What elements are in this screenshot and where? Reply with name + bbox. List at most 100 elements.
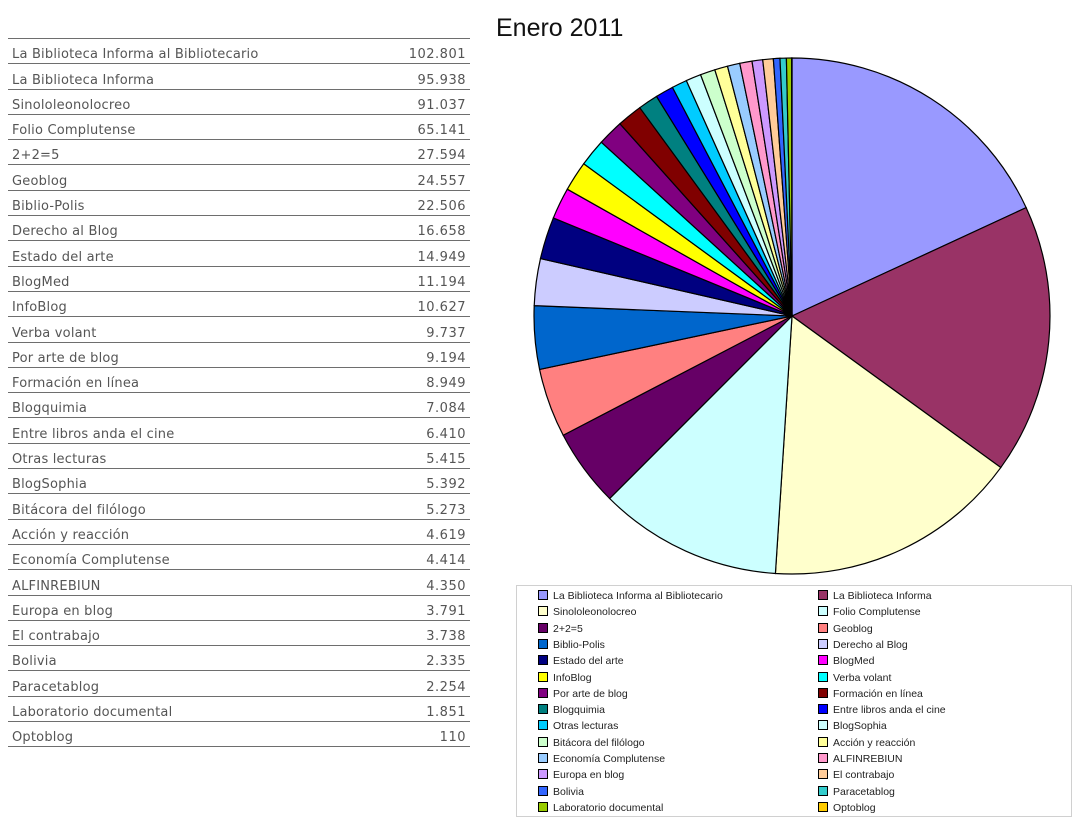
legend-item: Derecho al Blog	[818, 638, 908, 653]
legend-item: El contrabajo	[818, 768, 894, 783]
row-value: 24.557	[417, 173, 466, 189]
table-row: El contrabajo 3.738	[8, 621, 470, 647]
legend-item: Bitácora del filólogo	[538, 736, 645, 751]
table-row: La Biblioteca Informa al Bibliotecario 10…	[8, 38, 470, 65]
legend-swatch	[818, 785, 828, 796]
table-row: Formación en línea 8.949	[8, 368, 470, 394]
row-value: 102.801	[408, 47, 466, 63]
legend-label: Bitácora del filólogo	[553, 736, 645, 749]
legend-label: Entre libros anda el cine	[833, 704, 946, 717]
row-value: 5.415	[426, 452, 466, 468]
legend-label: Biblio-Polis	[553, 638, 605, 651]
table-row: ALFINREBIUN 4.350	[8, 570, 470, 596]
row-name: Europa en blog	[12, 603, 114, 619]
legend-label: 2+2=5	[553, 622, 583, 635]
legend-swatch	[538, 704, 548, 715]
legend-swatch	[538, 638, 548, 649]
row-value: 91.037	[417, 97, 466, 113]
legend-label: Acción y reacción	[833, 736, 916, 749]
row-name: Optoblog	[12, 730, 74, 746]
legend-swatch	[818, 736, 828, 747]
row-value: 9.194	[426, 350, 466, 366]
legend-item: Geoblog	[818, 622, 873, 637]
legend-swatch	[538, 687, 548, 698]
row-name: BlogSophia	[12, 477, 88, 493]
legend-item: Laboratorio documental	[538, 801, 663, 816]
legend-swatch	[818, 704, 828, 715]
pie-slice	[774, 314, 1002, 575]
legend-label: BlogMed	[833, 655, 875, 668]
pie-slice	[608, 314, 793, 575]
row-value: 10.627	[417, 300, 466, 316]
legend-swatch	[818, 590, 828, 600]
legend-swatch	[818, 687, 828, 698]
table-row: Geoblog 24.557	[8, 165, 470, 191]
row-value: 1.851	[426, 705, 466, 721]
row-value: 16.658	[417, 224, 466, 240]
legend-label: Geoblog	[833, 622, 873, 635]
legend-label: Por arte de blog	[553, 687, 628, 700]
legend-item: Verba volant	[818, 671, 891, 686]
legend-label: Estado del arte	[553, 655, 624, 668]
legend-label: Paracetablog	[833, 785, 895, 798]
row-value: 65.141	[417, 123, 466, 139]
legend-item: Europa en blog	[538, 768, 624, 783]
row-name: Otras lecturas	[12, 452, 107, 468]
legend-label: Sinololeonolocreo	[553, 606, 637, 619]
legend-label: Bolivia	[553, 785, 584, 798]
legend-item: 2+2=5	[538, 622, 583, 637]
legend-item: Acción y reacción	[818, 736, 915, 751]
legend-swatch	[538, 622, 548, 633]
row-name: Bitácora del filólogo	[12, 502, 146, 518]
row-value: 6.410	[426, 426, 466, 442]
row-name: Acción y reacción	[12, 527, 130, 543]
row-name: Entre libros anda el cine	[12, 426, 175, 442]
table-row: Por arte de blog 9.194	[8, 343, 470, 368]
legend-label: Europa en blog	[553, 769, 625, 782]
table-row: InfoBlog 10.627	[8, 292, 470, 318]
legend-swatch	[818, 655, 828, 666]
legend-swatch	[818, 753, 828, 763]
legend-item: La Biblioteca Informa al Bibliotecario	[538, 589, 723, 604]
row-name: Folio Complutense	[12, 123, 136, 139]
pie-chart	[533, 57, 1051, 575]
legend-swatch	[538, 785, 548, 796]
row-value: 7.084	[426, 401, 466, 417]
row-name: InfoBlog	[12, 300, 67, 316]
row-name: La Biblioteca Informa al Bibliotecario	[12, 47, 259, 63]
table-row: Otras lecturas 5.415	[8, 444, 470, 470]
legend-swatch	[818, 622, 828, 633]
row-name: La Biblioteca Informa	[12, 72, 155, 88]
legend-item: Economía Complutense	[538, 752, 665, 767]
legend-swatch	[818, 769, 828, 780]
legend-item: Folio Complutense	[818, 605, 921, 620]
row-value: 9.737	[426, 325, 466, 341]
row-value: 14.949	[417, 249, 466, 265]
legend-swatch	[818, 671, 828, 682]
row-name: Biblio-Polis	[12, 199, 85, 215]
legend-swatch	[538, 655, 548, 666]
row-value: 3.738	[426, 629, 466, 645]
table-row: La Biblioteca Informa 95.938	[8, 64, 470, 90]
table-row: Sinololeonolocreo 91.037	[8, 90, 470, 115]
table-row: Paracetablog 2.254	[8, 671, 470, 697]
legend-label: Derecho al Blog	[833, 638, 908, 651]
table-row: Derecho al Blog 16.658	[8, 216, 470, 242]
legend-swatch	[538, 606, 548, 617]
pie-slice	[791, 57, 1027, 317]
row-value: 27.594	[417, 148, 466, 164]
row-value: 2.254	[426, 679, 466, 695]
legend-label: Laboratorio documental	[553, 801, 664, 814]
legend-swatch	[538, 671, 548, 682]
row-name: 2+2=5	[12, 148, 60, 164]
legend-label: Blogquimia	[553, 704, 605, 717]
legend-swatch	[538, 801, 548, 812]
legend-label: El contrabajo	[833, 769, 895, 782]
legend-label: ALFINREBIUN	[833, 753, 903, 765]
table-row: 2+2=5 27.594	[8, 140, 470, 166]
row-value: 95.938	[417, 72, 466, 88]
table-row: Acción y reacción 4.619	[8, 520, 470, 545]
table-row: Laboratorio documental 1.851	[8, 697, 470, 723]
legend-label: Economía Complutense	[553, 753, 666, 765]
legend-item: Por arte de blog	[538, 687, 628, 702]
